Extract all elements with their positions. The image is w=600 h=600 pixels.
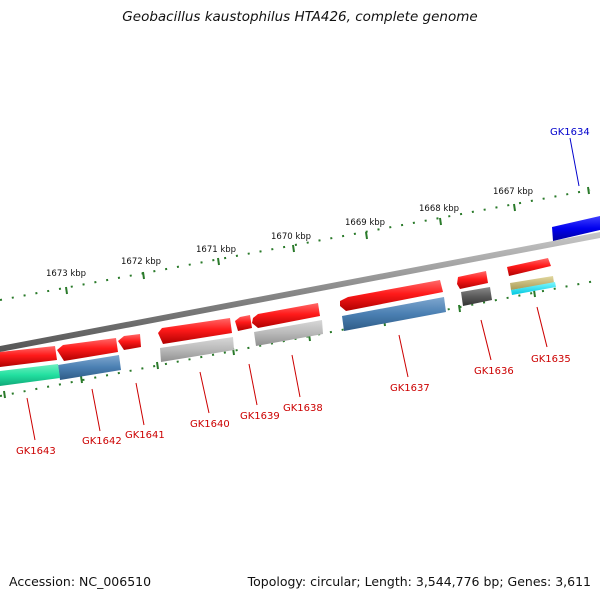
- kbp-label-1669: 1669 kbp: [345, 218, 385, 228]
- gene-gk1641[interactable]: [118, 334, 141, 350]
- kbp-label-1670: 1670 kbp: [271, 232, 311, 242]
- gene-gk1637[interactable]: [340, 280, 446, 331]
- inner-tick-ring: [0, 279, 600, 399]
- kbp-label-1672: 1672 kbp: [121, 257, 161, 267]
- gene-label-gk1641[interactable]: GK1641: [125, 430, 165, 441]
- kbp-label-1668: 1668 kbp: [419, 204, 459, 214]
- gene-label-gk1636[interactable]: GK1636: [474, 366, 514, 377]
- kbp-label-1673: 1673 kbp: [46, 269, 86, 279]
- leader-lines: [26, 137, 580, 441]
- gene-gk1642[interactable]: [57, 338, 121, 380]
- gene-gk1636[interactable]: [457, 271, 492, 306]
- gene-gk1638[interactable]: [252, 303, 323, 346]
- gene-label-gk1642[interactable]: GK1642: [82, 436, 122, 447]
- gene-gk1634[interactable]: [552, 216, 600, 241]
- topology-text: Topology: circular; Length: 3,544,776 bp…: [247, 574, 591, 589]
- gene-label-gk1640[interactable]: GK1640: [190, 419, 230, 430]
- gene-label-gk1635[interactable]: GK1635: [531, 354, 571, 365]
- gene-gk1639[interactable]: [235, 315, 252, 331]
- kbp-label-1667: 1667 kbp: [493, 187, 533, 197]
- gene-label-gk1638[interactable]: GK1638: [283, 403, 323, 414]
- kbp-label-1671: 1671 kbp: [196, 245, 236, 255]
- accession-text: Accession: NC_006510: [9, 574, 152, 589]
- gene-gk1635[interactable]: [507, 258, 556, 295]
- outer-tick-ring: [0, 186, 591, 301]
- gene-label-gk1637[interactable]: GK1637: [390, 383, 430, 394]
- gene-gk1643[interactable]: [0, 346, 60, 386]
- gene-label-gk1634[interactable]: GK1634: [550, 127, 590, 138]
- gene-label-gk1639[interactable]: GK1639: [240, 411, 280, 422]
- gene-gk1640[interactable]: [158, 318, 234, 362]
- gene-label-gk1643[interactable]: GK1643: [16, 446, 56, 457]
- genome-title: Geobacillus kaustophilus HTA426, complet…: [122, 9, 478, 25]
- genome-backbone: [0, 232, 600, 352]
